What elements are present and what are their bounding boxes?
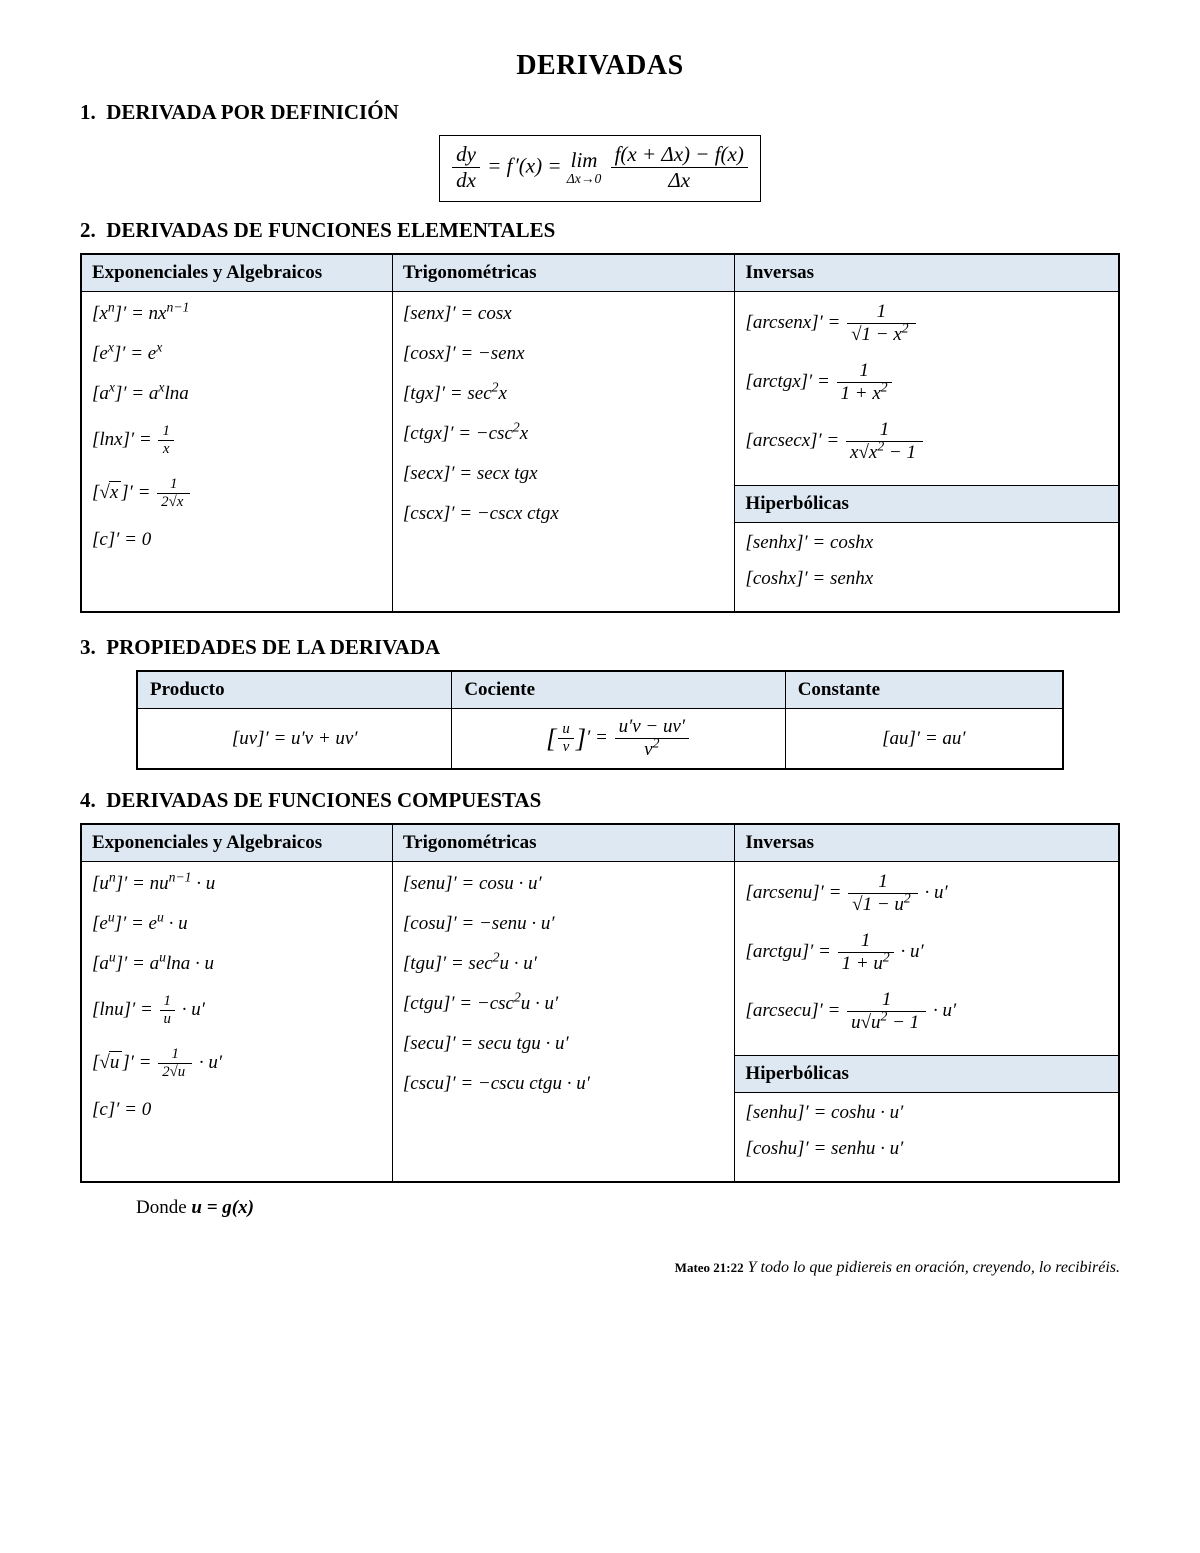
product-rule: [uv]′ = u′v + uv′ bbox=[137, 709, 452, 770]
properties-table: Producto Cociente Constante [uv]′ = u′v … bbox=[136, 670, 1064, 770]
section-4-heading: 4. DERIVADAS DE FUNCIONES COMPUESTAS bbox=[80, 788, 1120, 813]
quotient-rule: [uv]′ = u′v − uv′v2 bbox=[452, 709, 785, 770]
definition-wrap: dydx = f ′(x) = limΔx→0 f(x + Δx) − f(x)… bbox=[80, 135, 1120, 202]
section-3-heading: 3. PROPIEDADES DE LA DERIVADA bbox=[80, 635, 1120, 660]
col-header: Trigonométricas bbox=[392, 824, 735, 862]
col-header: Constante bbox=[785, 671, 1063, 709]
trig-cell: [senx]′ = cosx [cosx]′ = −senx [tgx]′ = … bbox=[392, 292, 735, 613]
composite-table: Exponenciales y Algebraicos Trigonométri… bbox=[80, 823, 1120, 1183]
col-header: Trigonométricas bbox=[392, 254, 735, 292]
exp-alg-cell-u: [un]′ = nun−1 · u [eu]′ = eu · u [au]′ =… bbox=[81, 862, 392, 1183]
hyperbolic-cell-u: [senhu]′ = coshu · u′ [coshu]′ = senhu ·… bbox=[735, 1093, 1119, 1183]
trig-cell-u: [senu]′ = cosu · u′ [cosu]′ = −senu · u′… bbox=[392, 862, 735, 1183]
hyperbolic-subheader: Hiperbólicas bbox=[735, 486, 1119, 523]
col-header: Inversas bbox=[735, 824, 1119, 862]
section-1-heading: 1. DERIVADA POR DEFINICIÓN bbox=[80, 100, 1120, 125]
col-header: Exponenciales y Algebraicos bbox=[81, 824, 392, 862]
footer-ref: Mateo 21:22 bbox=[675, 1260, 744, 1275]
donde-prefix: Donde bbox=[136, 1197, 191, 1218]
donde-bold: u = g(x) bbox=[191, 1197, 254, 1218]
col-header: Inversas bbox=[735, 254, 1119, 292]
inverse-cell-u: [arcsenu]′ = 1√1 − u2 · u′ [arctgu]′ = 1… bbox=[735, 862, 1119, 1056]
constant-rule: [au]′ = au′ bbox=[785, 709, 1063, 770]
exp-alg-cell: [xn]′ = nxn−1 [ex]′ = ex [ax]′ = axlna [… bbox=[81, 292, 392, 613]
donde-note: Donde u = g(x) bbox=[80, 1197, 1120, 1219]
definition-formula: dydx = f ′(x) = limΔx→0 f(x + Δx) − f(x)… bbox=[439, 135, 761, 202]
hyperbolic-cell: [senhx]′ = coshx [coshx]′ = senhx bbox=[735, 523, 1119, 613]
elementary-table: Exponenciales y Algebraicos Trigonométri… bbox=[80, 253, 1120, 613]
col-header: Producto bbox=[137, 671, 452, 709]
footer-verse: Y todo lo que pidiereis en oración, crey… bbox=[744, 1259, 1120, 1276]
col-header: Cociente bbox=[452, 671, 785, 709]
inverse-cell: [arcsenx]′ = 1√1 − x2 [arctgx]′ = 11 + x… bbox=[735, 292, 1119, 486]
section-2-heading: 2. DERIVADAS DE FUNCIONES ELEMENTALES bbox=[80, 218, 1120, 243]
hyperbolic-subheader-u: Hiperbólicas bbox=[735, 1056, 1119, 1093]
footer: Mateo 21:22 Y todo lo que pidiereis en o… bbox=[80, 1259, 1120, 1277]
col-header: Exponenciales y Algebraicos bbox=[81, 254, 392, 292]
page-title: DERIVADAS bbox=[80, 50, 1120, 82]
